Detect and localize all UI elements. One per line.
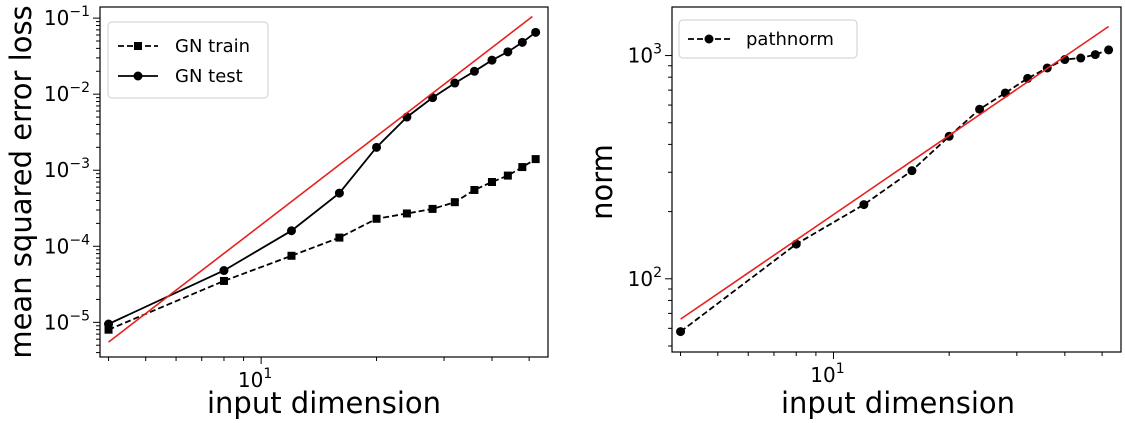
legend-label-gn-train: GN train [175,36,250,57]
data-point [859,200,869,210]
y-tick-label: 10−1 [44,4,90,30]
series-line-gn-train [108,158,537,331]
data-point [531,27,541,37]
data-point [104,325,113,334]
series-fit-line [680,25,1110,320]
legend-entry-gn-test: GN test [118,66,243,87]
data-point [450,78,460,88]
legend-label-pathnorm: pathnorm [746,29,834,50]
data-point [517,37,527,47]
right-x-axis-label: input dimension [781,386,1015,420]
data-point [428,93,438,103]
data-point [402,112,412,122]
data-point [335,233,344,242]
legend-marker-gn-test [133,71,143,81]
legend-entry-pathnorm: pathnorm [688,29,834,50]
data-point [1104,45,1114,55]
right-axes-frame [671,6,1122,353]
data-point [1076,53,1086,63]
x-tick-label: 101 [810,361,844,387]
series-line-pathnorm [680,49,1109,333]
data-point [402,209,411,218]
data-point [518,163,527,172]
y-tick-label: 10−5 [44,308,90,334]
data-point [503,171,512,180]
data-point [975,104,985,114]
data-point [470,185,479,194]
legend-marker-pathnorm [704,34,714,44]
series-line-fit-line [108,15,533,343]
data-point [104,319,114,329]
data-point [503,47,513,57]
legend-marker-gn-train [134,42,142,50]
data-point [219,266,229,276]
x-tick-label: 101 [238,366,272,392]
data-point [428,204,437,213]
right-y-axis-label: norm [585,144,619,220]
series-pathnorm [676,45,1114,337]
y-tick-label: 10−3 [44,156,90,182]
left-x-axis-label: input dimension [207,386,441,420]
data-point [219,276,228,285]
legend-entry-gn-train: GN train [118,36,250,57]
data-point [372,214,381,223]
left-legend-box [107,21,269,99]
right-panel: 102 103 101 input dimension norm pathnorm [585,6,1122,420]
data-point [286,226,296,236]
series-fit-line [108,15,533,343]
data-point [469,66,479,76]
right-plot-area [676,25,1114,337]
data-point [487,178,496,186]
data-point [1000,88,1010,98]
y-tick-label: 10−4 [44,232,90,258]
y-tick-label: 10−2 [44,80,90,106]
left-plot-area [104,15,541,343]
data-point [907,166,917,176]
data-point [450,198,459,207]
data-point [334,188,344,198]
legend-label-gn-test: GN test [175,66,243,87]
y-tick-label: 102 [628,265,662,291]
data-point [531,155,540,164]
right-ticks: 102 103 101 [628,42,1103,387]
data-point [287,251,296,260]
left-y-axis-label: mean squared error loss [4,5,38,358]
data-point [676,327,686,337]
left-legend: GN train GN test [107,21,269,99]
right-legend: pathnorm [678,19,858,59]
right-legend-box [678,19,858,59]
left-ticks: 10−5 10−4 10−3 10−2 10−1 101 [44,4,530,392]
data-point [487,55,497,65]
series-gn-train [104,155,540,334]
data-point [372,142,382,152]
series-line-fit-line [680,25,1110,320]
y-tick-label: 103 [628,42,662,68]
data-point [1090,50,1100,60]
